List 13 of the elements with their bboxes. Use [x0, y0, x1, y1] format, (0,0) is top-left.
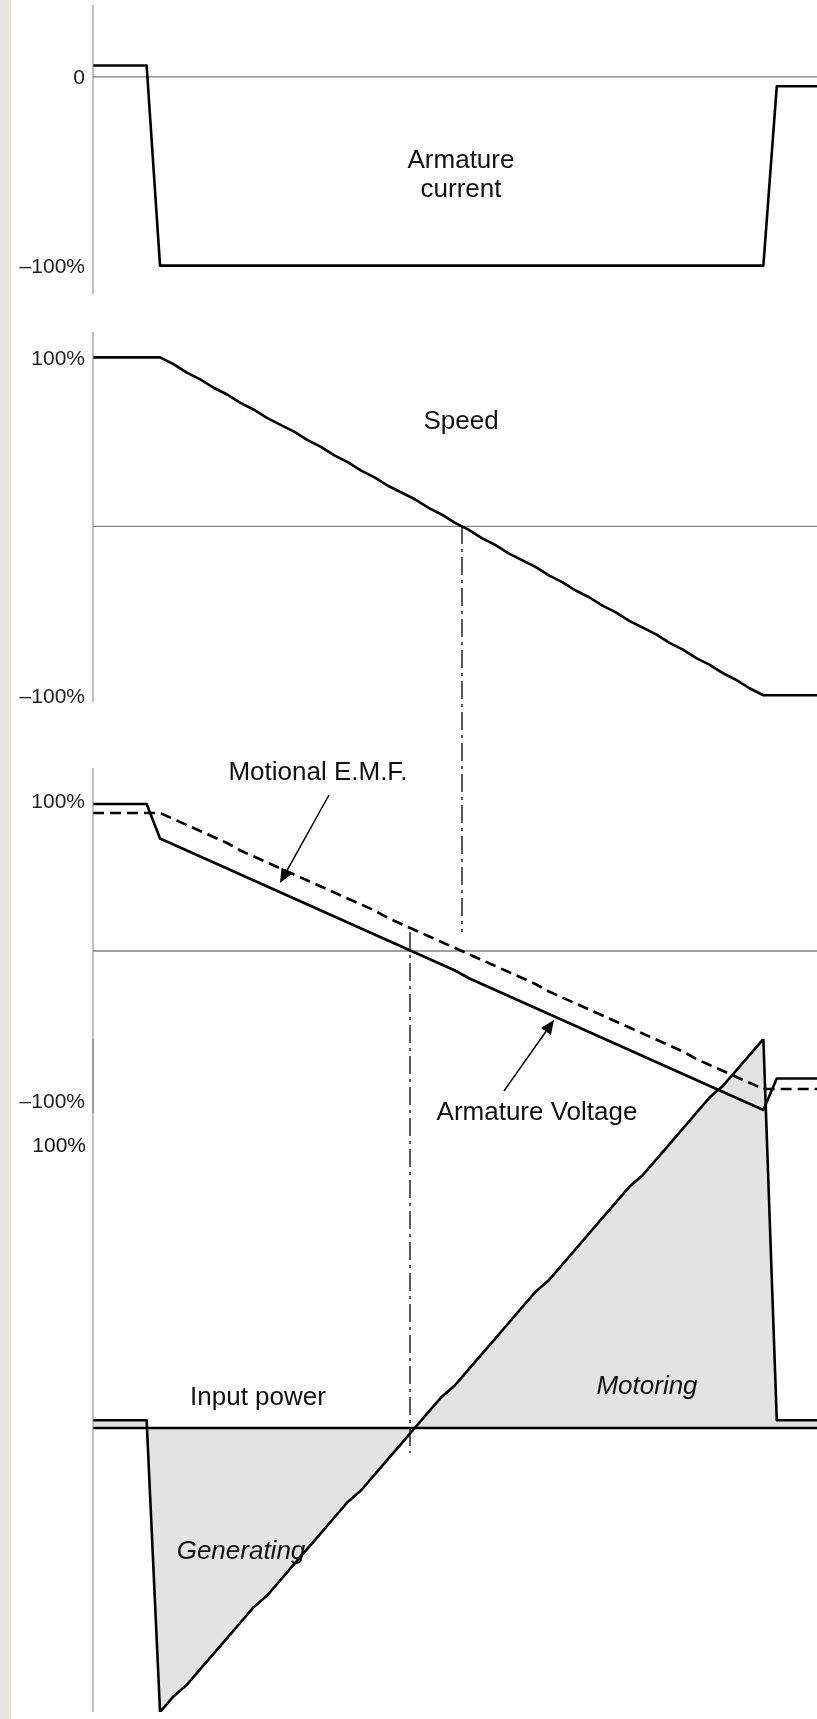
annotation: Armature current: [407, 143, 515, 203]
y-tick-label: –100%: [19, 683, 85, 707]
annotation: Armature Voltage: [436, 1095, 638, 1126]
annotation: Input power: [190, 1380, 327, 1411]
annotation: Speed: [423, 404, 499, 435]
y-tick-label: 100%: [31, 345, 85, 369]
annotation: Generating: [176, 1534, 306, 1565]
y-tick-label: 100%: [31, 789, 85, 813]
y-tick-label: 0: [73, 65, 85, 89]
y-tick-label: –100%: [19, 254, 85, 278]
annotation: Motional E.M.F.: [228, 755, 408, 786]
y-tick-label: –100%: [19, 1089, 85, 1113]
annotation: Motoring: [596, 1369, 699, 1400]
